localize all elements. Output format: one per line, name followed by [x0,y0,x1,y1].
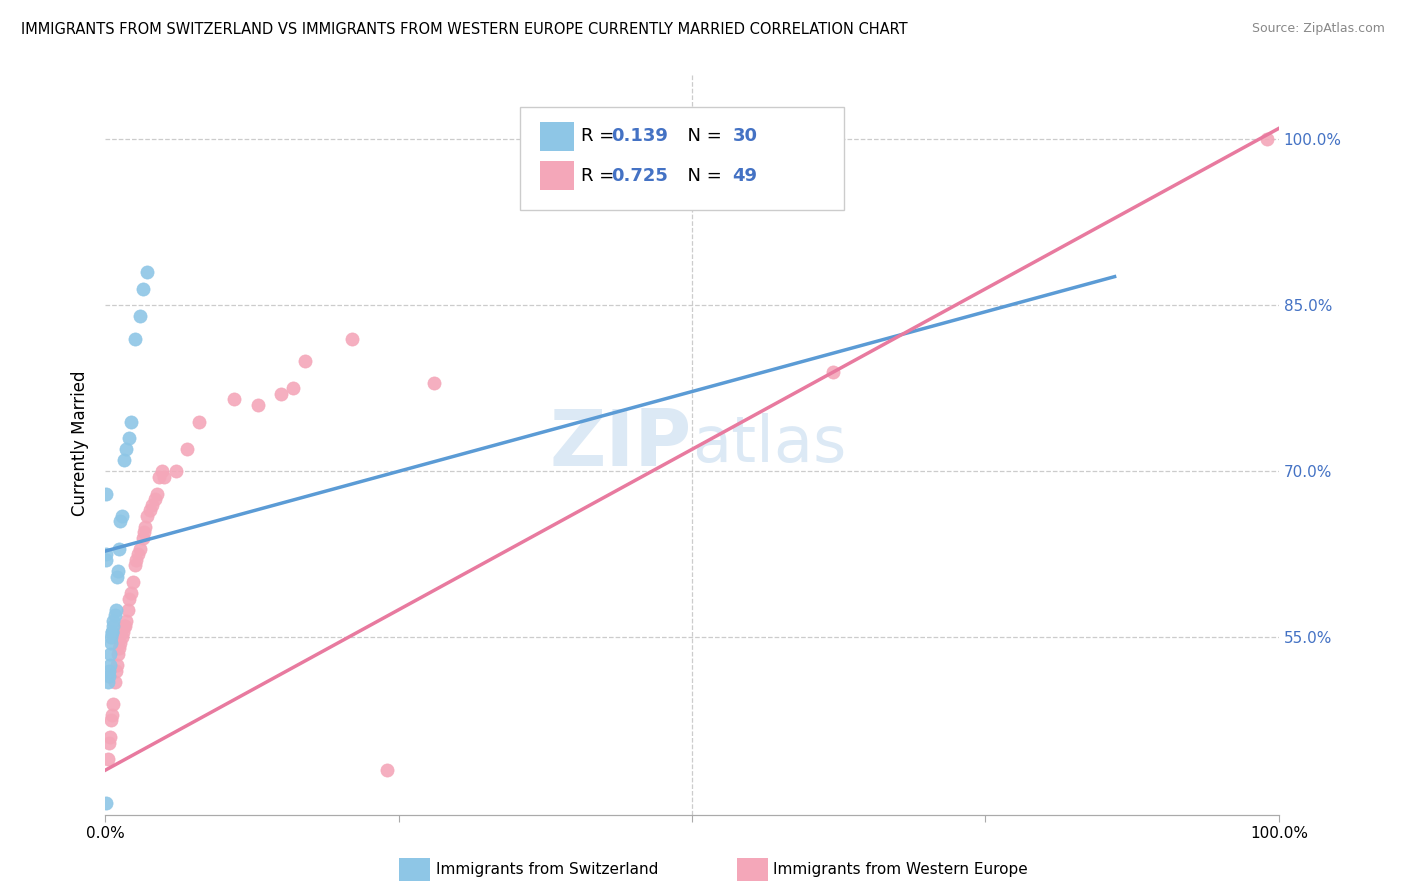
Point [124,558,146,573]
Point [176,442,198,457]
Point [100,636,122,650]
Point [115,442,138,457]
Point [108,641,131,656]
Point [188,415,211,429]
Point [117,603,139,617]
Point [96,486,118,500]
Point [104,608,127,623]
Point [104,664,127,678]
Point [165,464,187,478]
Point [139,503,162,517]
Point [101,624,124,639]
Point [97,664,120,678]
Point [120,586,142,600]
Point [110,636,132,650]
Point [124,332,146,346]
Text: IMMIGRANTS FROM SWITZERLAND VS IMMIGRANTS FROM WESTERN EUROPE CURRENTLY MARRIED : IMMIGRANTS FROM SWITZERLAND VS IMMIGRANT… [21,22,908,37]
Point [108,541,131,556]
Point [112,619,135,633]
Y-axis label: Currently Married: Currently Married [72,371,89,516]
Text: R =: R = [581,128,620,145]
Point [111,508,134,523]
Point [105,658,128,673]
Point [101,624,124,639]
Text: Immigrants from Switzerland: Immigrants from Switzerland [436,863,658,877]
Point [118,591,141,606]
Point [127,548,149,562]
Point [1256,132,1278,146]
Point [114,619,136,633]
Point [104,674,127,689]
Point [423,376,446,390]
Point [224,392,246,407]
Point [821,365,844,379]
Point [129,541,152,556]
Point [125,553,148,567]
Text: 49: 49 [733,167,758,185]
Point [134,520,156,534]
Point [105,569,128,583]
Point [141,498,163,512]
Point [148,470,170,484]
Point [375,764,398,778]
Point [132,531,155,545]
Point [111,624,134,639]
Point [98,647,121,661]
Text: atlas: atlas [692,413,846,475]
Point [246,398,269,412]
Text: N =: N = [676,167,728,185]
Point [146,486,169,500]
Point [136,508,159,523]
Point [98,730,121,744]
Point [143,492,166,507]
Point [96,548,118,562]
Point [111,631,134,645]
Point [132,282,155,296]
Text: Source: ZipAtlas.com: Source: ZipAtlas.com [1251,22,1385,36]
Text: Immigrants from Western Europe: Immigrants from Western Europe [773,863,1028,877]
Point [340,332,363,346]
Point [96,553,118,567]
Text: 0.139: 0.139 [612,128,668,145]
Text: R =: R = [581,167,620,185]
Text: 30: 30 [733,128,758,145]
Point [118,431,141,445]
Point [112,453,135,467]
Point [103,619,125,633]
Text: ZIP: ZIP [550,406,692,482]
Point [294,353,316,368]
Point [107,647,129,661]
Point [115,614,138,628]
Point [101,707,124,722]
Point [104,603,127,617]
Point [110,514,132,528]
Point [96,797,118,811]
Point [153,470,176,484]
Point [136,265,159,279]
Point [107,564,129,578]
Point [129,310,152,324]
Point [100,631,122,645]
Point [150,464,173,478]
Point [270,387,292,401]
Point [103,697,125,711]
Point [97,674,120,689]
Point [122,575,145,590]
Point [103,614,125,628]
Point [281,381,304,395]
Point [100,714,122,728]
Point [120,415,142,429]
Point [97,735,120,749]
Point [132,525,155,540]
Text: 0.725: 0.725 [612,167,668,185]
Point [97,752,120,766]
Point [97,669,120,683]
Point [98,658,121,673]
Text: N =: N = [676,128,728,145]
